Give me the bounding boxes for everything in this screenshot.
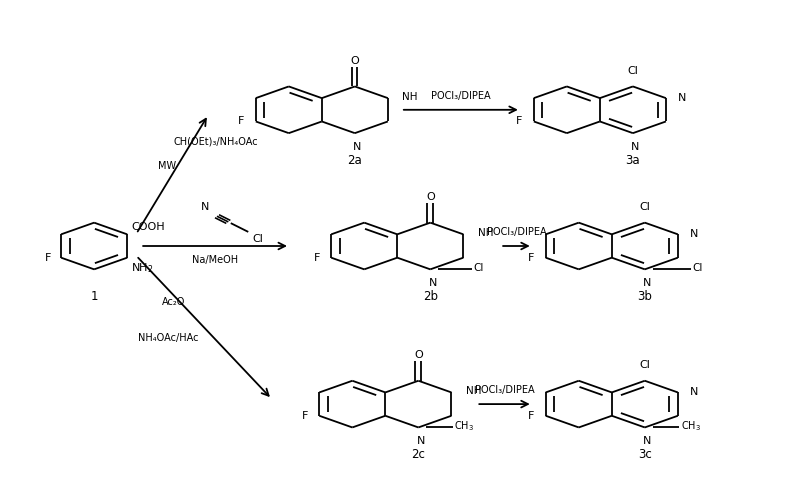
Text: 2a: 2a [347,154,362,167]
Text: N: N [690,229,698,239]
Text: F: F [528,253,534,263]
Text: Cl: Cl [474,263,484,274]
Text: N: N [353,142,362,152]
Text: Cl: Cl [639,202,650,212]
Text: O: O [350,56,359,66]
Text: O: O [426,192,434,202]
Text: F: F [46,253,51,263]
Text: O: O [414,350,422,360]
Text: F: F [302,411,308,421]
Text: 3c: 3c [638,448,652,461]
Text: N: N [631,142,639,152]
Text: 3a: 3a [626,154,640,167]
Text: NH$_2$: NH$_2$ [131,262,154,276]
Text: F: F [238,117,245,126]
Text: NH: NH [402,92,418,102]
Text: N: N [429,278,437,288]
Text: POCl₃/DIPEA: POCl₃/DIPEA [474,385,534,396]
Text: N: N [417,436,425,446]
Text: 1: 1 [90,290,98,303]
Text: N: N [201,202,210,212]
Text: Ac₂O: Ac₂O [162,297,185,307]
Text: Cl: Cl [639,360,650,370]
Text: CH$_3$: CH$_3$ [454,420,474,433]
Text: F: F [314,253,320,263]
Text: POCl₃/DIPEA: POCl₃/DIPEA [486,227,546,237]
Text: F: F [516,117,522,126]
Text: N: N [643,278,651,288]
Text: POCl₃/DIPEA: POCl₃/DIPEA [431,91,490,101]
Text: 2c: 2c [411,448,426,461]
Text: MW: MW [158,161,176,171]
Text: F: F [528,411,534,421]
Text: COOH: COOH [131,222,165,232]
Text: Cl: Cl [627,66,638,76]
Text: N: N [690,387,698,398]
Text: Na/MeOH: Na/MeOH [192,255,238,265]
Text: 2b: 2b [422,290,438,303]
Text: NH₄OAc/HAc: NH₄OAc/HAc [138,334,198,343]
Text: Cl: Cl [692,263,702,274]
Text: CH$_3$: CH$_3$ [681,420,701,433]
Text: CH(OEt)₃/NH₄OAc: CH(OEt)₃/NH₄OAc [174,136,258,147]
Text: N: N [643,436,651,446]
Text: N: N [678,93,686,103]
Text: Cl: Cl [252,234,263,245]
Text: NH: NH [466,386,482,396]
Text: NH: NH [478,228,493,238]
Text: 3b: 3b [638,290,652,303]
